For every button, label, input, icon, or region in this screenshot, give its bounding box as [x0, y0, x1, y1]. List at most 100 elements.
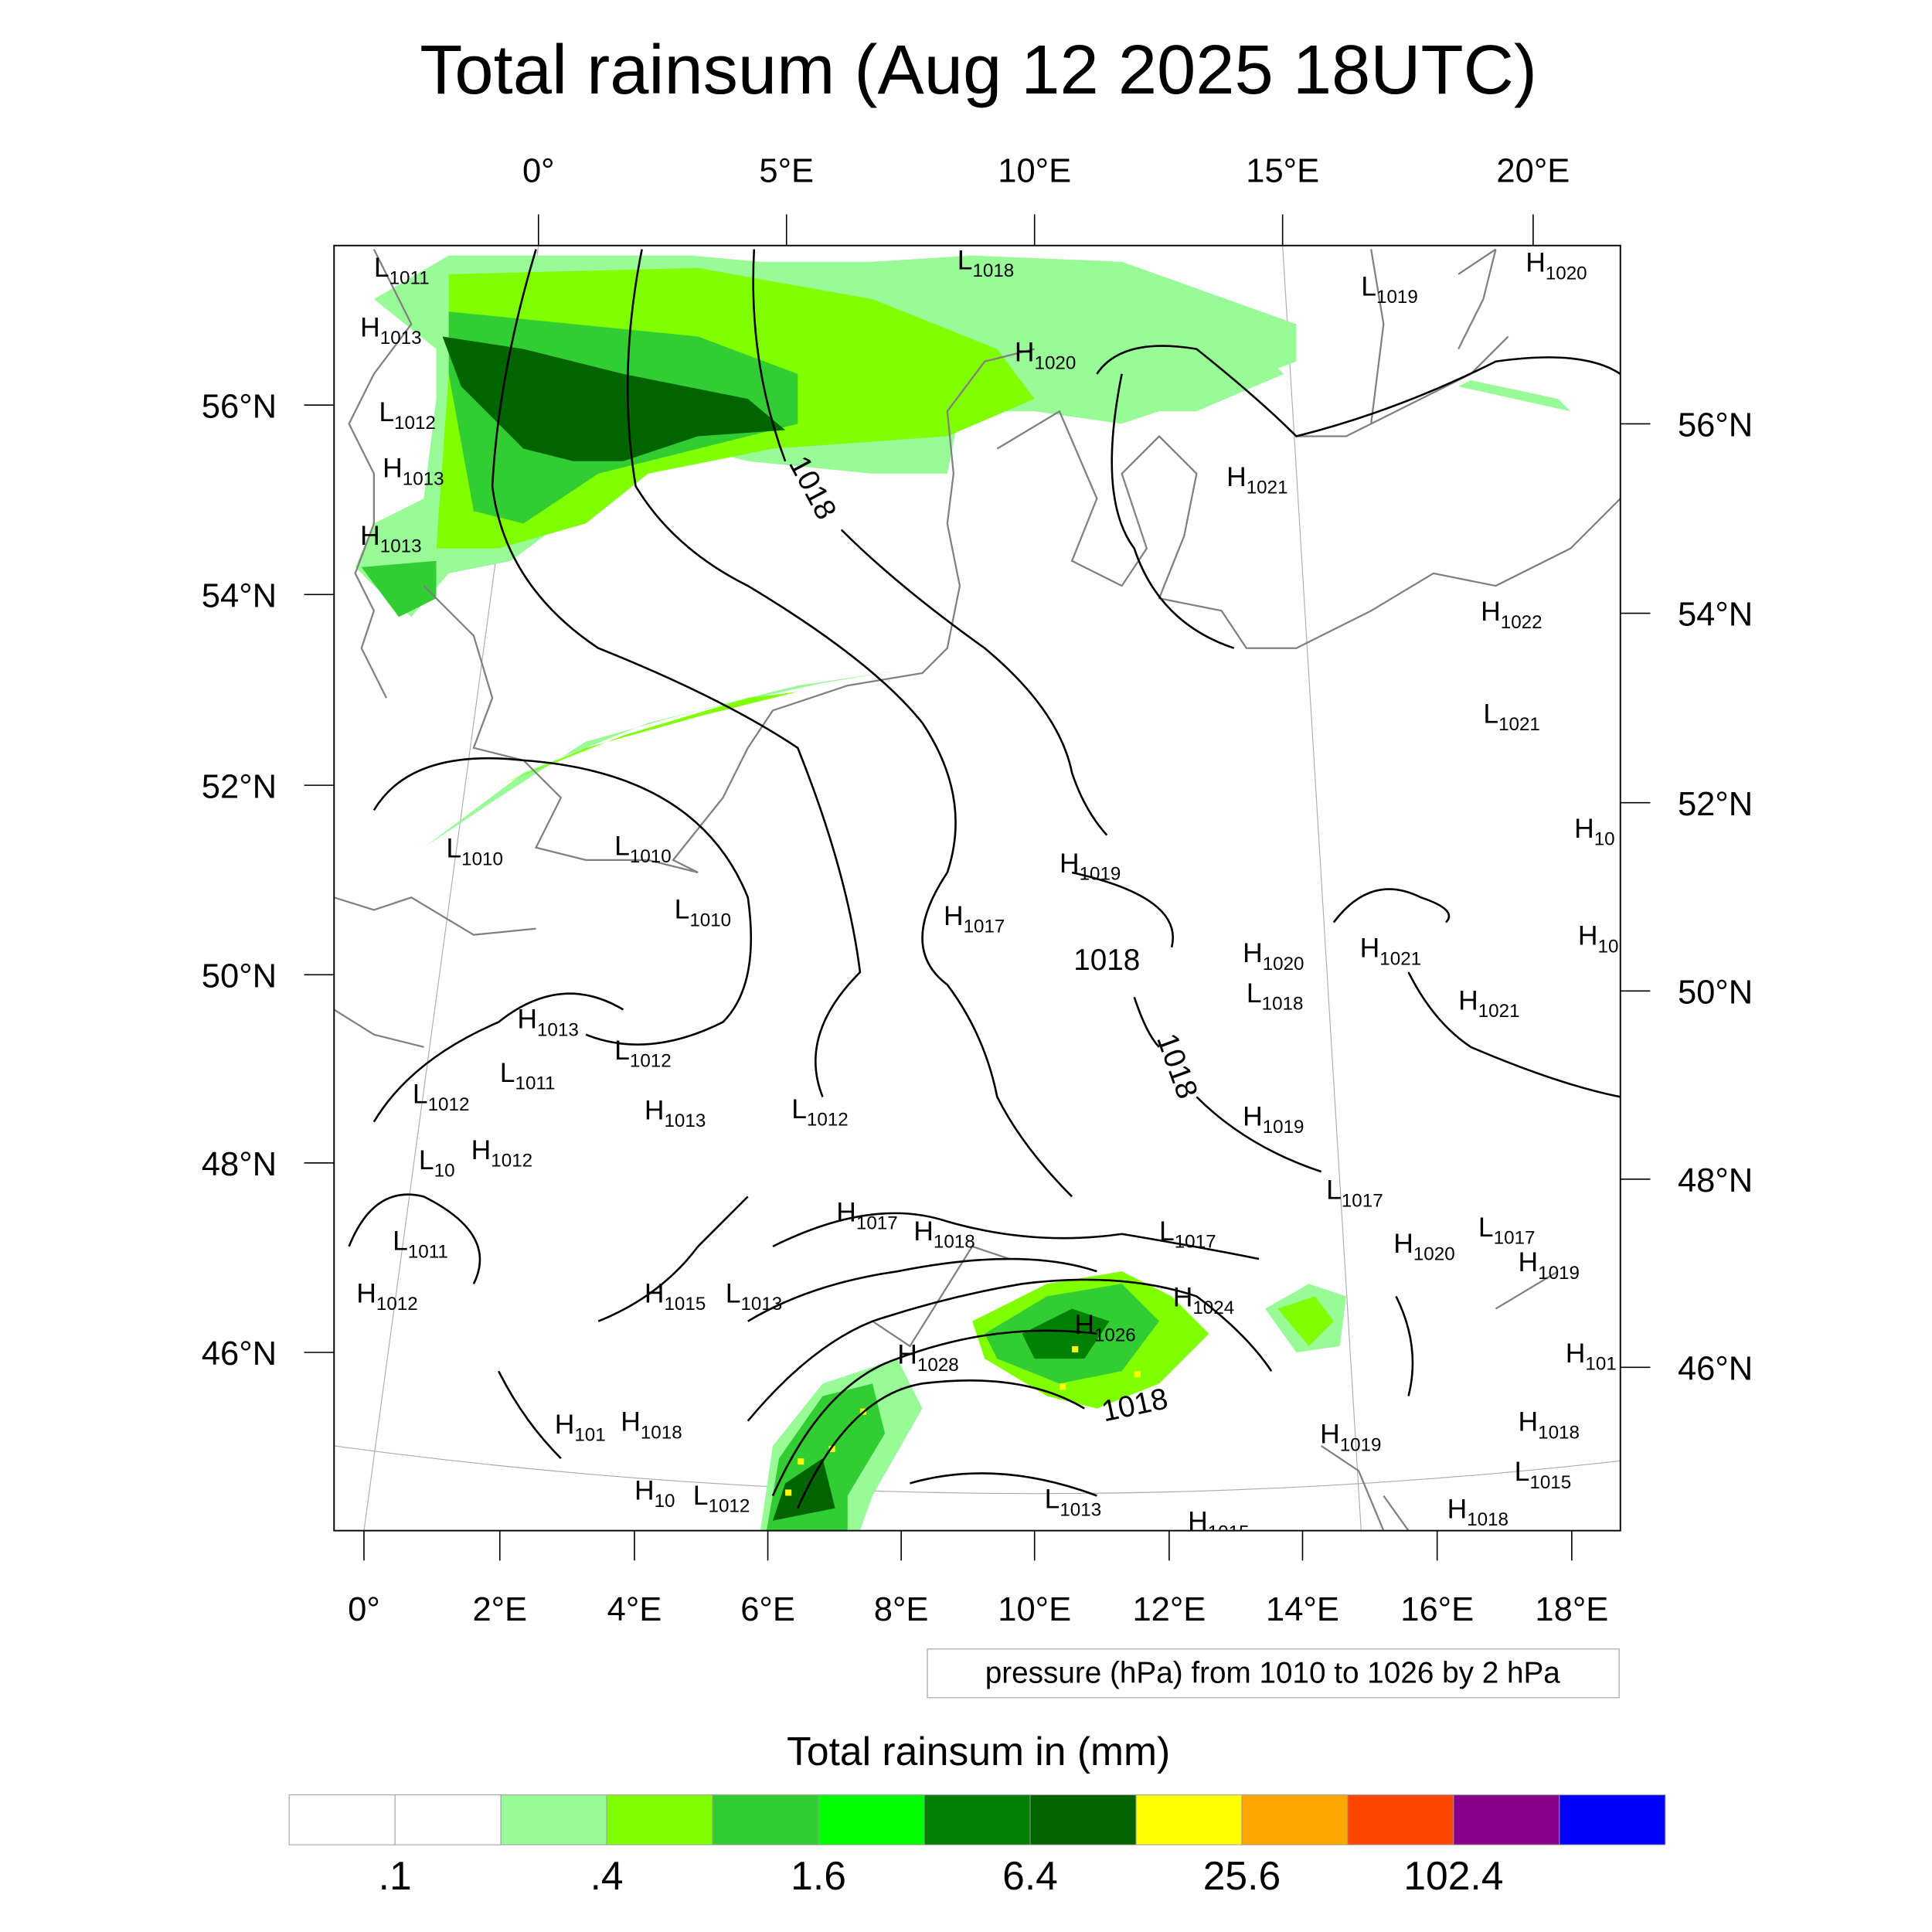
low-pressure-label: L1019 — [1361, 270, 1418, 308]
right-lat-label: 48°N — [1678, 1162, 1753, 1199]
low-pressure-label: L1012 — [693, 1480, 750, 1517]
low-pressure-label: L1011 — [374, 252, 430, 289]
rain-heavy-cell — [1059, 1383, 1066, 1390]
top-lon-label: 20°E — [1496, 152, 1570, 189]
high-pressure-label: H1018 — [1519, 1406, 1580, 1444]
low-pressure-label: L1015 — [1515, 1456, 1572, 1493]
colorbar-title: Total rainsum in (mm) — [787, 1729, 1170, 1774]
high-pressure-label: H1019 — [1320, 1419, 1381, 1456]
colorbar-swatch — [1559, 1794, 1666, 1845]
bottom-lon-label: 16°E — [1400, 1591, 1474, 1628]
colorbar-swatch — [818, 1794, 925, 1845]
right-lat-label: 52°N — [1678, 786, 1753, 823]
low-pressure-label: L10 — [419, 1145, 455, 1182]
low-pressure-label: L1012 — [413, 1078, 470, 1115]
rain-heavy-cell — [828, 1445, 835, 1453]
high-pressure-label: H1015 — [1188, 1506, 1249, 1543]
high-pressure-label: H10 — [634, 1475, 675, 1512]
colorbar-tick-label: .1 — [379, 1853, 412, 1898]
colorbar-swatch — [1029, 1794, 1137, 1845]
low-pressure-label: L1010 — [614, 830, 672, 867]
high-pressure-label: H1019 — [1060, 848, 1121, 885]
bottom-lon-label: 12°E — [1132, 1591, 1206, 1628]
high-pressure-label: H1020 — [1526, 247, 1587, 284]
colorbar-swatch — [500, 1794, 607, 1845]
rain-area — [1277, 1296, 1334, 1346]
low-pressure-label: L1017 — [1326, 1175, 1383, 1212]
top-lon-label: 15°E — [1246, 152, 1319, 189]
rain-area — [1458, 379, 1571, 412]
high-pressure-label: H1012 — [471, 1134, 532, 1172]
left-lat-label: 48°N — [202, 1146, 277, 1183]
colorbar: .1 .4 1.6 6.4 25.6 102.4 — [288, 1794, 1666, 1898]
high-pressure-label: H1020 — [1015, 337, 1076, 374]
high-pressure-label: H10 — [1578, 920, 1619, 957]
bottom-lon-label: 6°E — [740, 1591, 795, 1628]
high-pressure-label: H1013 — [383, 453, 444, 490]
rain-area — [1121, 336, 1284, 412]
colorbar-tick-label: 102.4 — [1403, 1853, 1503, 1898]
low-pressure-label: L1018 — [957, 244, 1015, 281]
colorbar-swatch — [288, 1794, 396, 1845]
left-lat-label: 54°N — [202, 577, 277, 614]
bottom-lon-label: 4°E — [607, 1591, 662, 1628]
high-pressure-label: H1013 — [645, 1094, 706, 1131]
contour-info-box: pressure (hPa) from 1010 to 1026 by 2 hP… — [927, 1648, 1620, 1699]
high-pressure-label: H101 — [555, 1409, 606, 1446]
colorbar-tick-label: 25.6 — [1203, 1853, 1281, 1898]
high-pressure-label: H1026 — [1074, 1309, 1135, 1346]
high-pressure-label: H1021 — [1360, 933, 1421, 970]
right-lat-label: 56°N — [1678, 407, 1753, 444]
right-lat-label: 50°N — [1678, 974, 1753, 1011]
contour-info-text: pressure (hPa) from 1010 to 1026 by 2 hP… — [985, 1656, 1561, 1689]
high-pressure-label: H1015 — [645, 1277, 706, 1315]
high-pressure-label: H1018 — [913, 1216, 975, 1253]
top-lon-label: 10°E — [998, 152, 1071, 189]
low-pressure-label: L1010 — [675, 894, 732, 931]
right-lat-label: 54°N — [1678, 597, 1753, 634]
right-lat-label: 46°N — [1678, 1350, 1753, 1387]
high-pressure-label: H1013 — [360, 311, 421, 349]
high-pressure-label: H1013 — [517, 1004, 578, 1041]
map-frame — [333, 244, 1621, 1532]
colorbar-swatch — [606, 1794, 713, 1845]
rain-area — [361, 560, 437, 617]
left-lat-label: 56°N — [202, 388, 277, 425]
rain-area — [1022, 1308, 1110, 1359]
high-pressure-label: H1020 — [1243, 937, 1304, 975]
colorbar-swatch — [1241, 1794, 1349, 1845]
high-pressure-label: H1022 — [1481, 596, 1542, 633]
pressure-centers: L1011H1013L1012H1013H1013L1018H1020L1019… — [356, 244, 1619, 1543]
bottom-lon-label: 8°E — [874, 1591, 929, 1628]
high-pressure-label: H1024 — [1173, 1281, 1234, 1318]
low-pressure-label: L1010 — [446, 833, 503, 870]
rain-area — [498, 692, 798, 786]
low-pressure-label: L1013 — [726, 1277, 783, 1315]
bottom-lon-label: 10°E — [998, 1591, 1071, 1628]
high-pressure-label: H1017 — [836, 1197, 897, 1234]
bottom-lon-label: 2°E — [472, 1591, 527, 1628]
high-pressure-label: H1017 — [944, 900, 1005, 937]
low-pressure-label: L1018 — [1247, 978, 1304, 1015]
high-pressure-label: H10 — [1574, 813, 1615, 850]
left-lat-label: 46°N — [202, 1335, 277, 1372]
rain-heavy-cell — [798, 1458, 804, 1465]
top-lon-label: 5°E — [759, 152, 814, 189]
coastlines — [334, 248, 1621, 1531]
map-title: Total rainsum (Aug 12 2025 18UTC) — [420, 31, 1537, 109]
low-pressure-label: L1012 — [791, 1094, 849, 1131]
high-pressure-label: H1021 — [1458, 985, 1519, 1022]
colorbar-swatch — [1347, 1794, 1454, 1845]
high-pressure-label: H1013 — [360, 520, 421, 557]
high-pressure-label: H101 — [1566, 1338, 1617, 1375]
colorbar-swatch — [394, 1794, 502, 1845]
isobar-label: 1018 — [1073, 944, 1140, 977]
high-pressure-label: H1021 — [1226, 461, 1287, 498]
rain-heavy-cell — [1072, 1345, 1079, 1352]
high-pressure-label: H1012 — [356, 1277, 417, 1315]
rain-heavy-cell — [1134, 1371, 1141, 1378]
top-lon-label: 0° — [522, 152, 555, 189]
rain-area — [773, 1458, 835, 1521]
